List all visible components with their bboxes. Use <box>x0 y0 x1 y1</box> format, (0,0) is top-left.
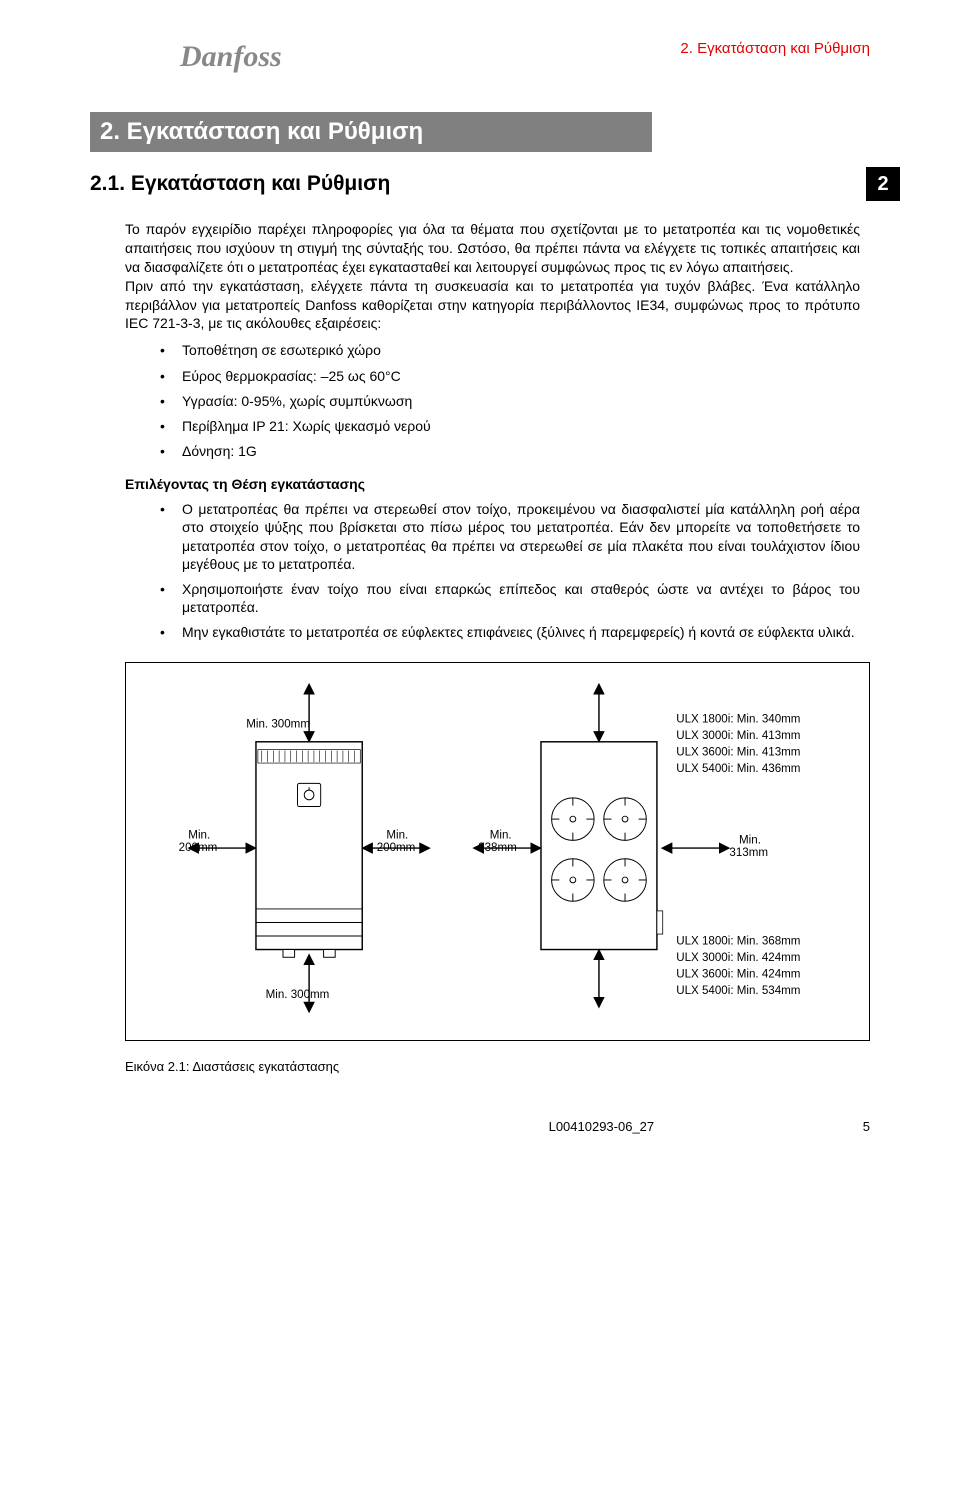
list-item: Περίβλημα IP 21: Χωρίς ψεκασμό νερού <box>160 417 870 435</box>
diagram-label: ULX 3000i: Min. 424mm <box>676 952 800 964</box>
footer-doc-id: L00410293-06_27 <box>549 1119 655 1134</box>
diagram-label: ULX 3600i: Min. 413mm <box>676 746 800 758</box>
diagram-svg: Min. 300mm Min. 200mm M <box>140 679 855 1027</box>
diagram-label: 313mm <box>729 846 768 858</box>
diagram-label: ULX 5400i: Min. 436mm <box>676 762 800 774</box>
header-section-label: 2. Εγκατάσταση και Ρύθμιση <box>680 40 870 57</box>
list-item: Χρησιμοποιήστε έναν τοίχο που είναι επαρ… <box>160 580 870 616</box>
list-item: Μην εγκαθιστάτε το μετατροπέα σε εύφλεκτ… <box>160 623 870 641</box>
chapter-title-bar: 2. Εγκατάσταση και Ρύθμιση <box>90 112 652 152</box>
diagram-label: ULX 1800i: Min. 368mm <box>676 935 800 947</box>
diagram-label: 238mm <box>478 842 517 854</box>
page-footer: L00410293-06_27 5 <box>90 1119 870 1134</box>
list-item: Δόνηση: 1G <box>160 442 870 460</box>
list-item: Ο μετατροπέας θα πρέπει να στερεωθεί στο… <box>160 500 870 573</box>
figure-caption: Εικόνα 2.1: Διαστάσεις εγκατάστασης <box>125 1059 870 1074</box>
location-bullets: Ο μετατροπέας θα πρέπει να στερεωθεί στο… <box>160 500 870 641</box>
brand-logo: Danfoss <box>180 40 282 74</box>
diagram-label: Min. 300mm <box>266 988 330 1000</box>
list-item: Εύρος θερμοκρασίας: –25 ως 60°C <box>160 367 870 385</box>
intro-paragraph: Το παρόν εγχειρίδιο παρέχει πληροφορίες … <box>125 220 860 277</box>
diagram-label: ULX 3000i: Min. 413mm <box>676 729 800 741</box>
diagram-label: 200mm <box>377 842 416 854</box>
list-item: Υγρασία: 0-95%, χωρίς συμπύκνωση <box>160 392 870 410</box>
diagram-label: ULX 3600i: Min. 424mm <box>676 968 800 980</box>
diagram-label: 200mm <box>179 842 218 854</box>
list-item: Τοποθέτηση σε εσωτερικό χώρο <box>160 341 870 359</box>
diagram-label: Min. <box>739 834 761 846</box>
diagram-label: ULX 5400i: Min. 534mm <box>676 985 800 997</box>
diagram-label: Min. <box>490 829 512 841</box>
page-header: Danfoss 2. Εγκατάσταση και Ρύθμιση <box>90 40 870 74</box>
section-heading: 2.1. Εγκατάσταση και Ρύθμιση <box>90 172 390 196</box>
footer-page-number: 5 <box>863 1119 870 1134</box>
second-paragraph: Πριν από την εγκατάσταση, ελέγχετε πάντα… <box>125 277 860 334</box>
installation-diagram: Min. 300mm Min. 200mm M <box>125 662 870 1042</box>
location-subheading: Επιλέγοντας τη Θέση εγκατάστασης <box>125 476 870 492</box>
environment-bullets: Τοποθέτηση σε εσωτερικό χώρο Εύρος θερμο… <box>160 341 870 460</box>
diagram-label: Min. 300mm <box>246 718 310 730</box>
chapter-tab-marker: 2 <box>866 167 900 201</box>
diagram-label: ULX 1800i: Min. 340mm <box>676 713 800 725</box>
diagram-label: Min. <box>386 829 408 841</box>
diagram-label: Min. <box>188 829 210 841</box>
